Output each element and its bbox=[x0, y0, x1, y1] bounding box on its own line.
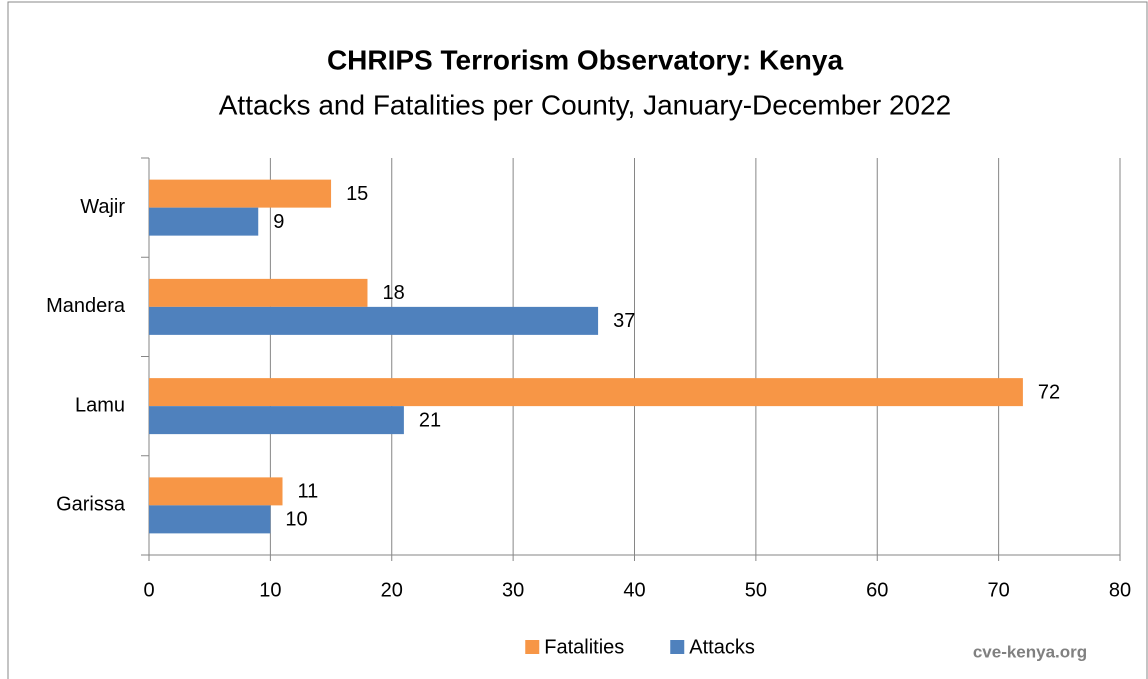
data-label: 72 bbox=[1038, 381, 1060, 403]
chart-frame bbox=[7, 1, 1148, 679]
y-tick-label: Wajir bbox=[80, 196, 125, 218]
x-tick-label: 40 bbox=[623, 579, 645, 601]
data-label: 37 bbox=[613, 310, 635, 332]
watermark: cve-kenya.org bbox=[973, 642, 1087, 661]
bar bbox=[149, 505, 271, 534]
bar bbox=[149, 179, 332, 208]
x-tick-label: 70 bbox=[988, 579, 1010, 601]
bar bbox=[149, 477, 283, 506]
bar bbox=[149, 378, 1023, 407]
legend-label: Fatalities bbox=[544, 636, 624, 658]
y-tick-label: Mandera bbox=[46, 295, 126, 317]
chart-title: CHRIPS Terrorism Observatory: Kenya bbox=[327, 44, 844, 75]
bar bbox=[149, 306, 599, 335]
data-label: 9 bbox=[273, 211, 284, 233]
legend-swatch bbox=[525, 640, 540, 654]
data-label: 11 bbox=[298, 481, 319, 503]
bar bbox=[149, 406, 404, 435]
x-tick-label: 20 bbox=[381, 579, 403, 601]
data-label: 18 bbox=[382, 282, 404, 304]
bar bbox=[149, 207, 259, 236]
y-tick-label: Lamu bbox=[75, 394, 125, 416]
chart-subtitle: Attacks and Fatalities per County, Janua… bbox=[219, 89, 952, 120]
y-tick-label: Garissa bbox=[56, 494, 126, 516]
legend-label: Attacks bbox=[689, 636, 755, 658]
x-tick-label: 30 bbox=[502, 579, 524, 601]
bar bbox=[149, 278, 368, 307]
x-tick-label: 80 bbox=[1109, 579, 1131, 601]
legend-swatch bbox=[670, 640, 685, 654]
x-tick-label: 10 bbox=[259, 579, 281, 601]
x-tick-label: 0 bbox=[143, 579, 154, 601]
data-label: 15 bbox=[346, 183, 368, 205]
data-label: 21 bbox=[419, 409, 441, 431]
x-tick-label: 60 bbox=[866, 579, 888, 601]
data-label: 10 bbox=[285, 509, 307, 531]
x-tick-label: 50 bbox=[745, 579, 767, 601]
